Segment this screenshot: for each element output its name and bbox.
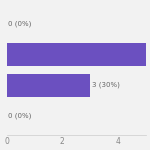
Text: 3 (30%): 3 (30%) [92, 82, 119, 88]
Bar [7, 74, 90, 96]
Bar [7, 43, 146, 66]
Text: 0 (0%): 0 (0%) [8, 112, 31, 119]
Text: 0 (0%): 0 (0%) [8, 21, 31, 27]
